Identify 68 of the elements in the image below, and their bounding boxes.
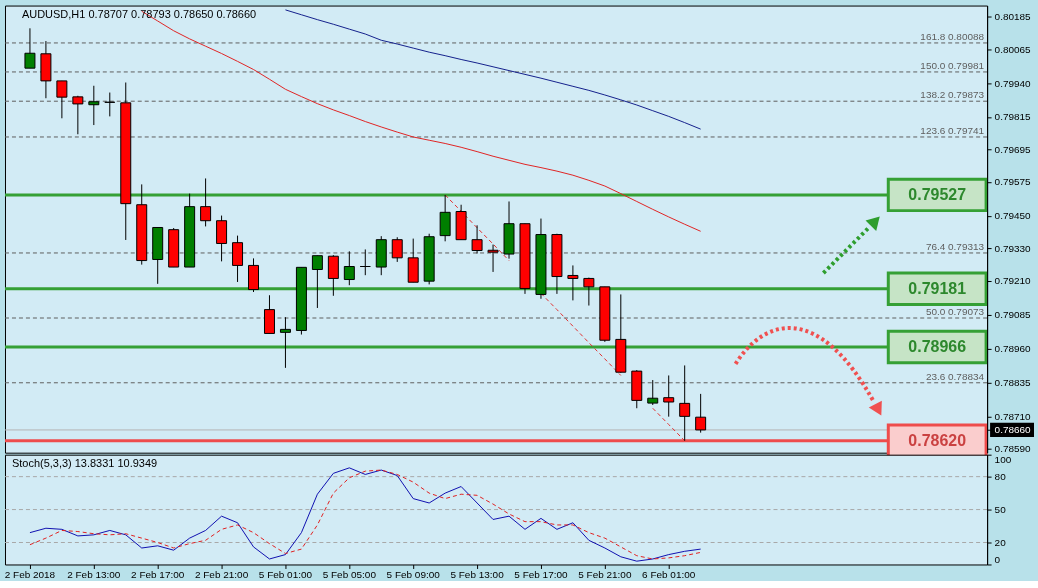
y-tick-label: 80 (994, 471, 1007, 483)
ref-line-label: 76.4 0.79313 (925, 240, 985, 252)
y-tick-label: 100 (994, 454, 1012, 466)
x-tick-label: 5 Feb 17:00 (514, 568, 569, 580)
y-tick-label: 0.78960 (994, 343, 1032, 355)
candlestick (487, 244, 499, 273)
candlestick (567, 264, 579, 301)
ref-line-label: 161.8 0.80088 (920, 30, 985, 42)
candlestick (232, 235, 244, 283)
x-tick-label: 5 Feb 09:00 (386, 568, 441, 580)
candlestick (263, 294, 275, 334)
candlestick (88, 85, 100, 126)
y-tick-label: 0.79330 (994, 242, 1032, 254)
candlestick (24, 27, 36, 69)
candlestick (279, 316, 291, 369)
candlestick (679, 364, 691, 442)
x-tick-label: 2 Feb 21:00 (194, 568, 249, 580)
line-series (284, 9, 702, 130)
candlestick (327, 254, 339, 297)
x-tick-label: 5 Feb 21:00 (578, 568, 632, 580)
candlestick (663, 374, 675, 418)
candlestick (695, 393, 707, 434)
candlestick (200, 177, 212, 227)
y-tick-label: 0.79815 (994, 111, 1032, 123)
candlestick (72, 95, 84, 135)
y-tick-label: 0.78835 (994, 376, 1032, 388)
y-tick-label: 0.79085 (994, 309, 1032, 321)
ref-line-label: 23.6 0.78834 (925, 370, 985, 382)
ref-line-label: 0.79527 (908, 185, 967, 203)
ref-line-label: 150.0 0.79981 (920, 59, 985, 71)
x-tick-label: 2 Feb 13:00 (67, 568, 121, 580)
y-tick-label: 0.78590 (994, 443, 1032, 455)
ref-line-label: 50.0 0.79073 (925, 306, 985, 318)
ref-line-label: 123.6 0.79741 (920, 124, 985, 136)
ref-line-label: 138.2 0.79873 (920, 89, 985, 101)
x-tick-label: 5 Feb 01:00 (258, 568, 313, 580)
candlestick (104, 92, 116, 117)
y-tick-label: 0.79450 (994, 210, 1032, 222)
y-tick-label: 0.79695 (994, 143, 1032, 155)
ref-line-label: 0.79181 (908, 279, 967, 297)
x-tick-label: 5 Feb 05:00 (322, 568, 377, 580)
y-tick-label: 50 (994, 504, 1007, 516)
candlestick (343, 250, 355, 286)
candlestick (56, 80, 68, 119)
chart-title: Stoch(5,3,3) 13.8331 10.9349 (11, 456, 158, 469)
ref-line-label: 0.78620 (908, 431, 967, 449)
y-tick-label: 0.79210 (994, 275, 1032, 287)
ref-line-label: 0.78966 (908, 337, 967, 355)
x-tick-label: 2 Feb 2018 (4, 568, 56, 580)
candlestick (311, 255, 323, 309)
candlestick (391, 236, 403, 263)
y-tick-label: 0.79940 (994, 77, 1032, 89)
candlestick (439, 194, 451, 242)
x-tick-label: 2 Feb 17:00 (131, 568, 185, 580)
candlestick (216, 215, 228, 262)
candlestick (583, 277, 595, 307)
y-tick-label: 0.79575 (994, 176, 1032, 188)
x-tick-label: 6 Feb 01:00 (642, 568, 696, 580)
y-tick-label: 0.78710 (994, 410, 1032, 422)
y-tick-label: 0.80185 (994, 11, 1032, 23)
y-tick-label: 0.78660 (994, 424, 1032, 436)
candlestick (647, 379, 659, 406)
candlestick (359, 248, 371, 276)
y-tick-label: 20 (994, 537, 1007, 549)
y-tick-label: 0.80065 (994, 43, 1032, 55)
candlestick (471, 224, 483, 255)
y-tick-label: 0 (994, 553, 1001, 565)
x-tick-label: 5 Feb 13:00 (450, 568, 505, 580)
